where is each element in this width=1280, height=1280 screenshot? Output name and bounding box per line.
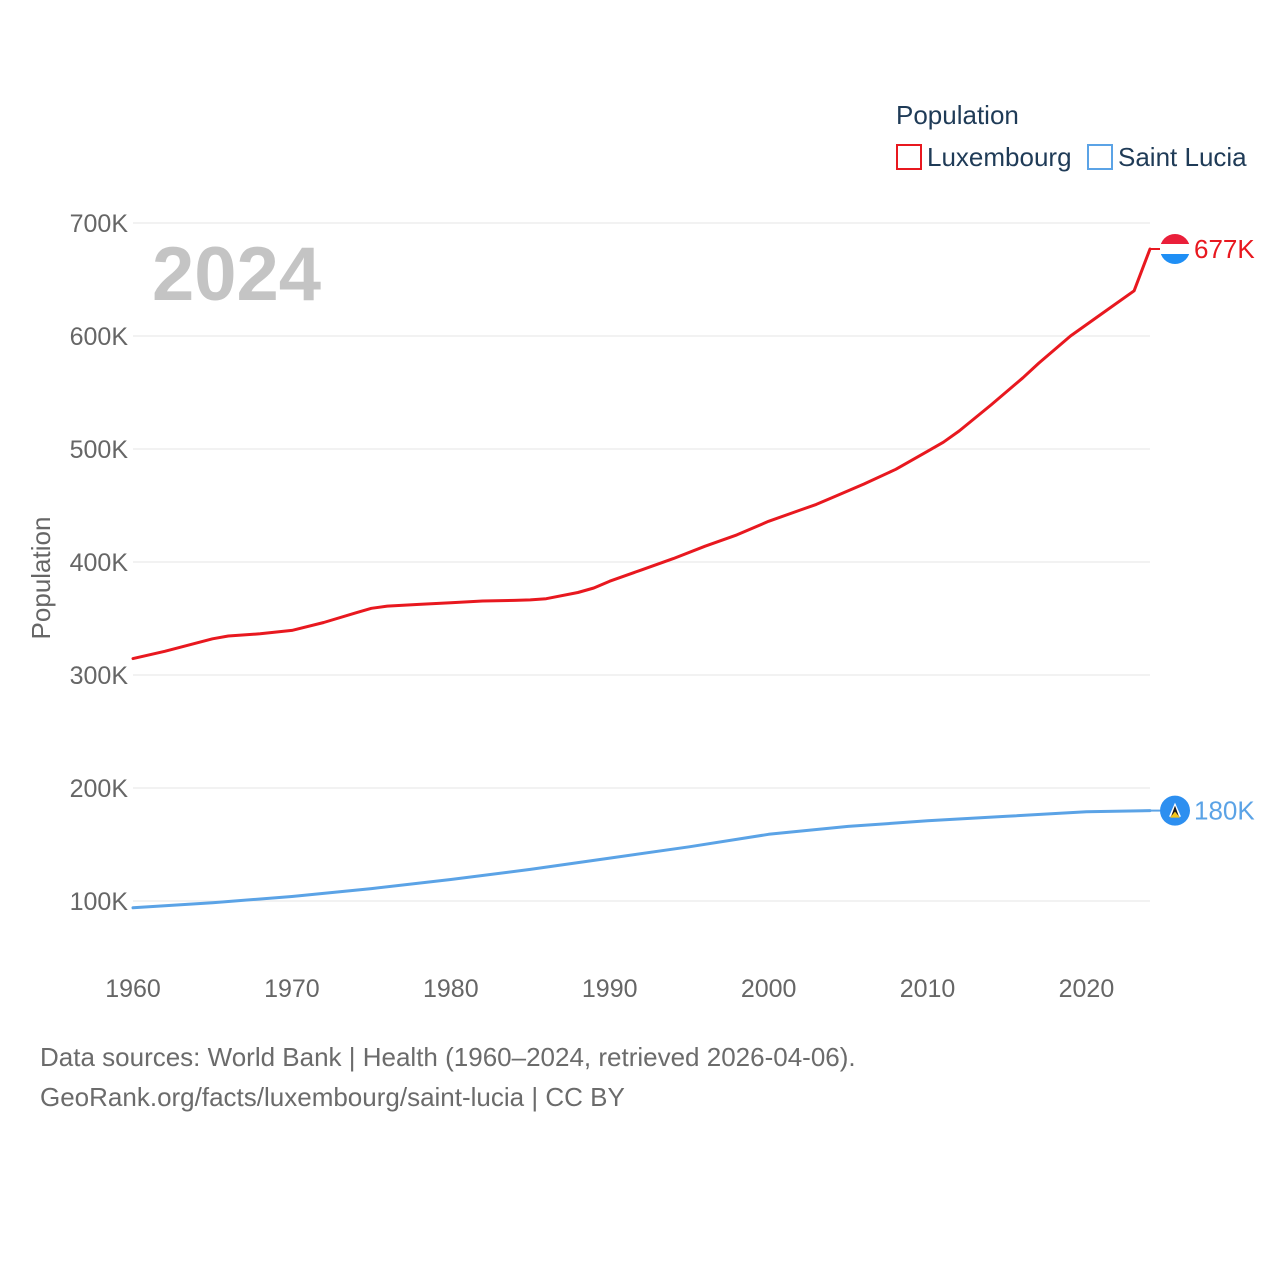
luxembourg-flag-icon <box>1160 234 1190 264</box>
legend-swatch-saint-lucia[interactable] <box>1087 144 1113 170</box>
x-tick-label: 1970 <box>264 975 320 1003</box>
y-tick-label: 100K <box>70 888 129 916</box>
y-tick-label: 600K <box>70 323 129 351</box>
y-tick-label: 700K <box>70 210 129 238</box>
y-tick-label: 300K <box>70 662 129 690</box>
x-tick-label: 1990 <box>582 975 638 1003</box>
saint-lucia-flag-icon <box>1160 795 1190 826</box>
x-axis-ticks: 1960 1970 1980 1990 2000 2010 2020 <box>105 975 1114 1003</box>
y-axis-ticks: 100K 200K 300K 400K 500K 600K 700K <box>70 210 129 916</box>
series-lines <box>131 247 1160 910</box>
gridlines <box>133 222 1150 902</box>
x-tick-label: 2020 <box>1059 975 1115 1003</box>
legend-swatch-luxembourg[interactable] <box>896 144 922 170</box>
y-tick-label: 500K <box>70 436 129 464</box>
x-tick-label: 1960 <box>105 975 161 1003</box>
footer-attribution[interactable]: GeoRank.org/facts/luxembourg/saint-lucia… <box>40 1082 625 1112</box>
luxembourg-end-label: 677K <box>1194 234 1255 264</box>
series-line-luxembourg[interactable] <box>131 247 1152 661</box>
y-tick-label: 200K <box>70 775 129 803</box>
legend-label-saint-lucia[interactable]: Saint Lucia <box>1118 142 1247 172</box>
saint-lucia-end-label: 180K <box>1194 796 1255 826</box>
y-tick-label: 400K <box>70 549 129 577</box>
y-axis-title: Population <box>26 517 56 640</box>
legend: Population Luxembourg Saint Lucia <box>896 100 1247 172</box>
x-tick-label: 2000 <box>741 975 797 1003</box>
x-tick-label: 2010 <box>900 975 956 1003</box>
legend-label-luxembourg[interactable]: Luxembourg <box>927 142 1072 172</box>
footer-source: Data sources: World Bank | Health (1960–… <box>40 1042 856 1072</box>
population-line-chart: Population Luxembourg Saint Lucia 100K 20… <box>26 100 1255 1003</box>
legend-title: Population <box>896 100 1019 130</box>
year-label: 2024 <box>152 232 321 317</box>
x-tick-label: 1980 <box>423 975 479 1003</box>
series-line-saint-lucia[interactable] <box>131 809 1152 910</box>
